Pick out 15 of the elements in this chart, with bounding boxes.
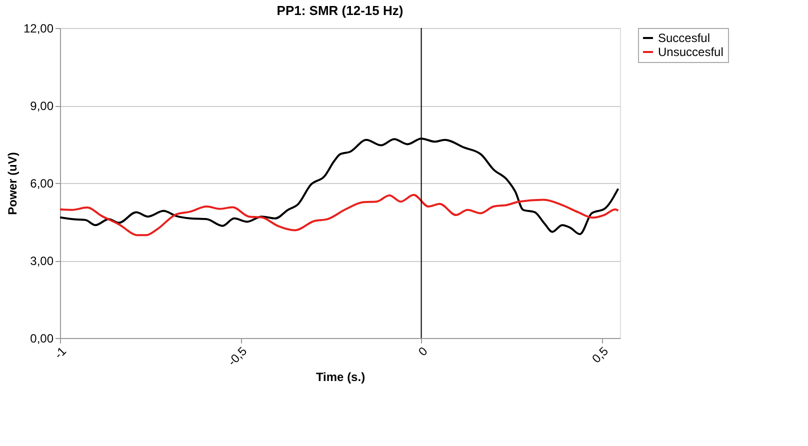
x-tick-label: 0 — [416, 344, 430, 359]
y-tick-label: 12,00 — [23, 22, 54, 36]
legend-label: Unsuccesful — [658, 45, 724, 59]
x-tick-label: 0,5 — [589, 344, 612, 366]
x-tick-label: -0,5 — [225, 344, 250, 369]
y-tick-label: 9,00 — [30, 99, 54, 113]
y-tick-label: 6,00 — [30, 176, 54, 190]
line-series — [60, 194, 620, 236]
x-axis-title: Time (s.) — [316, 370, 366, 384]
chart-title: PP1: SMR (12-15 Hz) — [276, 3, 404, 18]
y-axis-title: Power (uV) — [5, 152, 20, 215]
y-tick-label: 0,00 — [30, 332, 54, 346]
y-tick-label: 3,00 — [30, 254, 54, 268]
legend-label: Succesful — [658, 31, 710, 45]
x-tick-label: -1 — [52, 344, 70, 362]
